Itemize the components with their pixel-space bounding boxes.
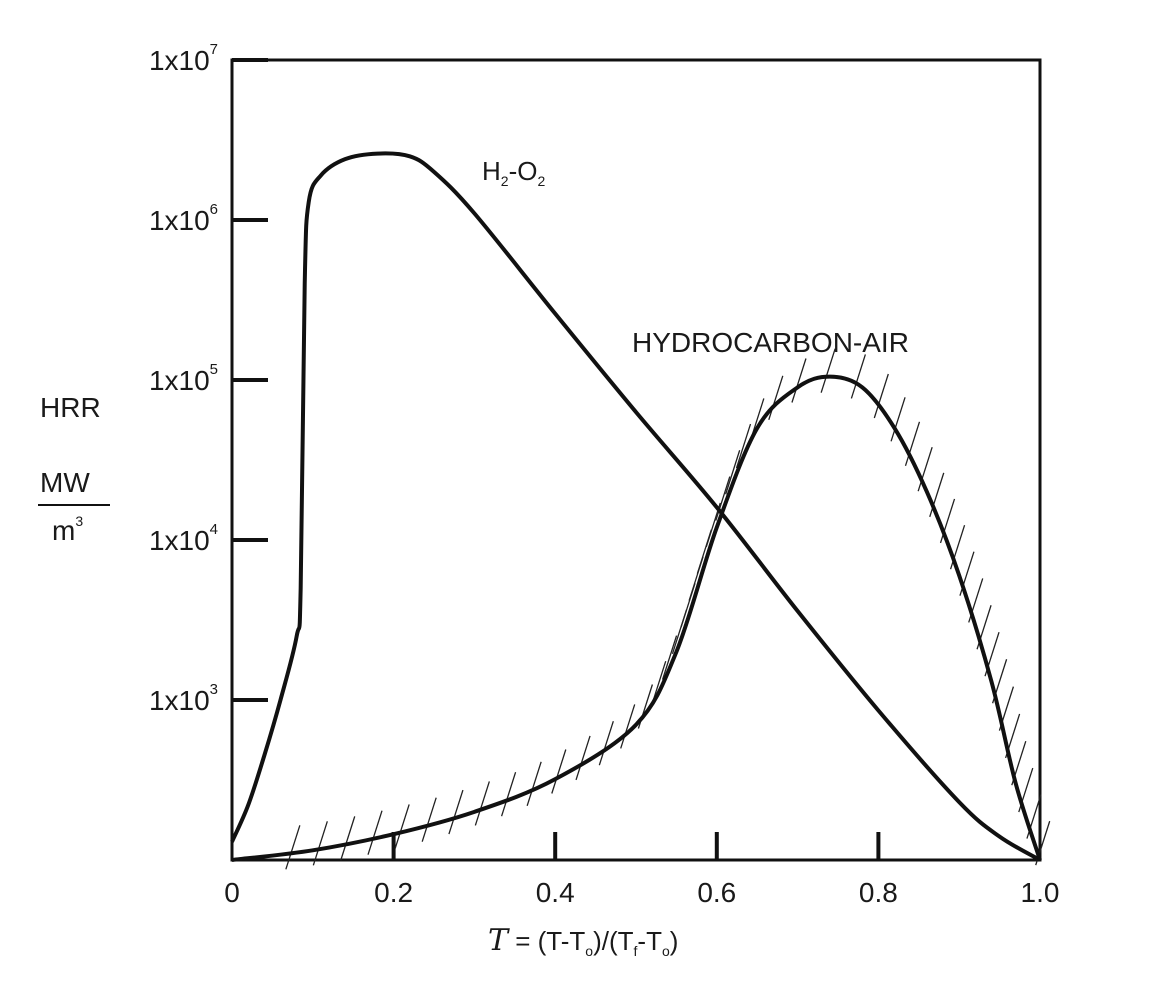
hatch-marks bbox=[285, 348, 1051, 870]
series-line-hydrocarbon-air bbox=[231, 374, 1042, 862]
hatch-mark bbox=[285, 825, 301, 870]
x-axis-ticks: 0 0.2 0.4 0.6 0.8 1.0 bbox=[224, 832, 1059, 908]
hatch-mark bbox=[768, 375, 784, 421]
h2o2-label-h: H bbox=[482, 156, 501, 186]
hatch-mark bbox=[500, 772, 517, 817]
plot-frame bbox=[230, 58, 1042, 862]
hatch-mark bbox=[873, 373, 889, 419]
hatch-mark bbox=[474, 781, 490, 826]
hatch-mark bbox=[791, 358, 807, 403]
hc-label: HYDROCARBON-AIR bbox=[632, 327, 909, 358]
y-tick-label: 1x104 bbox=[149, 521, 218, 556]
y-axis-label-numerator: MW bbox=[40, 467, 90, 498]
x-tick-label: 0 bbox=[224, 877, 240, 908]
hatch-mark bbox=[526, 761, 542, 807]
x-tick-label: 0.6 bbox=[697, 877, 736, 908]
hatch-mark bbox=[715, 476, 731, 521]
hatch-mark bbox=[312, 821, 328, 866]
x-tick-label: 0.8 bbox=[859, 877, 898, 908]
hatch-mark bbox=[340, 816, 356, 861]
h2o2-label-sub2: 2 bbox=[537, 173, 545, 189]
hatch-mark bbox=[575, 735, 591, 781]
hatch-mark bbox=[939, 498, 956, 544]
x-tick-label: 0.2 bbox=[374, 877, 413, 908]
hatch-mark bbox=[735, 423, 752, 469]
hatch-mark bbox=[850, 354, 867, 399]
hatch-mark bbox=[620, 704, 636, 749]
series-label-h2-o2: H2-O2 bbox=[482, 156, 545, 189]
hatch-mark bbox=[904, 421, 921, 467]
y-axis-label-denominator: m3 bbox=[52, 513, 83, 546]
hatch-mark bbox=[820, 348, 836, 393]
hatch-mark bbox=[929, 472, 945, 518]
hatch-mark bbox=[598, 720, 614, 766]
x-axis-label-symbol: T bbox=[488, 923, 510, 958]
y-tick-label: 1x105 bbox=[149, 361, 218, 396]
hatch-mark bbox=[725, 450, 741, 495]
series-line-h2-o2 bbox=[230, 151, 1042, 862]
h2o2-label-dash-o: -O bbox=[509, 156, 538, 186]
hatch-mark bbox=[367, 810, 383, 855]
y-tick-label: 1x103 bbox=[149, 681, 218, 716]
hatch-mark bbox=[890, 397, 906, 442]
y-tick-label: 1x107 bbox=[149, 41, 218, 76]
hatch-mark bbox=[421, 797, 437, 842]
hatch-mark bbox=[551, 749, 567, 794]
x-tick-label: 1.0 bbox=[1021, 877, 1060, 908]
x-tick-label: 0.4 bbox=[536, 877, 575, 908]
y-axis-label-hrr: HRR bbox=[40, 392, 101, 423]
y-axis-ticks: 1x103 1x104 1x105 1x106 1x107 bbox=[149, 41, 268, 716]
series-lines bbox=[230, 151, 1042, 862]
hatch-mark bbox=[448, 789, 464, 835]
series-label-hydrocarbon-air: HYDROCARBON-AIR bbox=[632, 327, 909, 358]
hatch-mark bbox=[661, 635, 678, 680]
h2o2-label-sub1: 2 bbox=[501, 173, 509, 189]
hatch-mark bbox=[394, 804, 410, 849]
y-tick-label: 1x106 bbox=[149, 201, 218, 236]
x-axis-label: T = (T-To)/(Tf-To) bbox=[488, 923, 678, 959]
hatch-mark bbox=[917, 446, 933, 492]
